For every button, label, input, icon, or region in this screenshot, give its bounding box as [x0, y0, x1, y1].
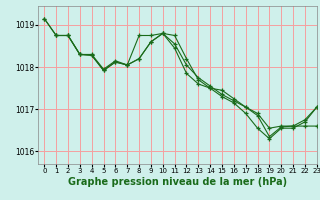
- X-axis label: Graphe pression niveau de la mer (hPa): Graphe pression niveau de la mer (hPa): [68, 177, 287, 187]
